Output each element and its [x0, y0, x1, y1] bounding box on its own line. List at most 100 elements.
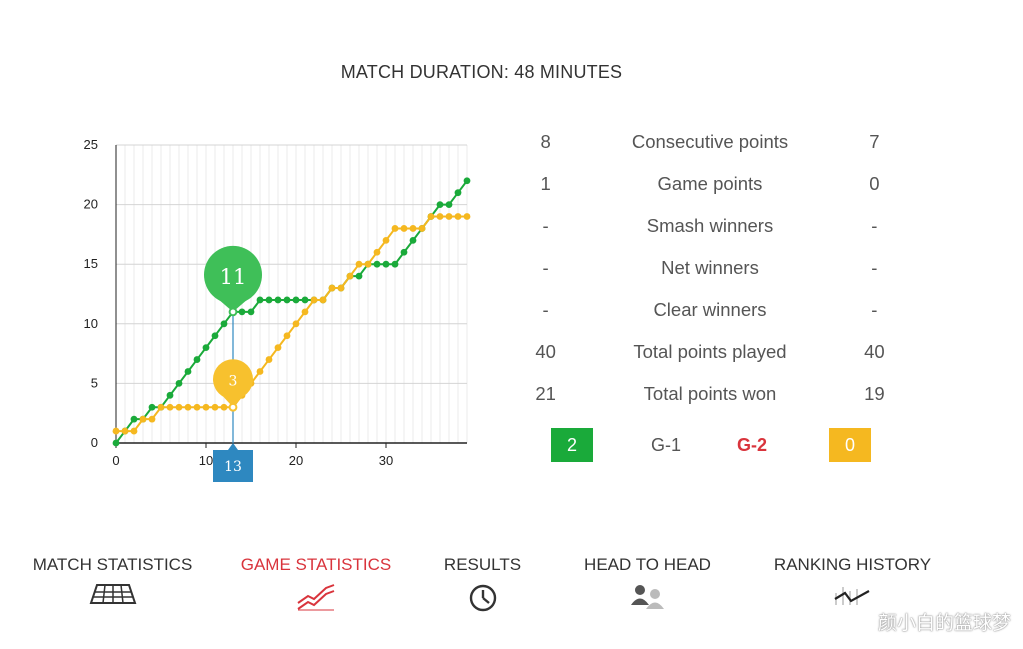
- stat-right-value: -: [871, 299, 878, 320]
- data-point: [436, 201, 444, 208]
- data-point: [184, 368, 192, 375]
- data-point: [355, 272, 363, 280]
- stat-row-game-points: 1 Game points 0: [505, 163, 915, 205]
- data-point: [373, 260, 381, 268]
- data-point: [112, 427, 120, 435]
- tab-label: RESULTS: [443, 555, 522, 574]
- stat-row-consecutive-points: 8 Consecutive points 7: [505, 121, 915, 163]
- data-point: [292, 320, 300, 328]
- game-2-tab[interactable]: G-2: [737, 434, 768, 455]
- data-point: [130, 415, 138, 423]
- x-highlight-label: 13: [224, 459, 242, 475]
- x-tick-label: 10: [199, 453, 213, 468]
- tab-label: GAME STATISTICS: [240, 555, 392, 574]
- data-point: [391, 225, 399, 232]
- data-point: [265, 356, 273, 363]
- data-point: [382, 260, 390, 268]
- series-line: [115, 180, 468, 444]
- data-point: [283, 332, 291, 340]
- stat-label: Game points: [657, 173, 763, 194]
- data-point: [310, 296, 318, 304]
- data-point: [265, 296, 273, 304]
- x-highlight-box: [213, 450, 253, 482]
- yellow-value-pin-label: 3: [229, 374, 238, 390]
- bottom-tab-bar: MATCH STATISTICS GAME STATISTICS RESULTS…: [0, 555, 1023, 649]
- y-tick-label: 25: [84, 137, 98, 152]
- data-point: [382, 236, 390, 244]
- data-point: [193, 356, 201, 363]
- x-tick-label: 30: [379, 453, 393, 468]
- data-point: [112, 439, 120, 447]
- game-selector: 2 G-1 G-2 0: [551, 428, 871, 462]
- data-point: [292, 296, 300, 304]
- data-point: [301, 308, 309, 316]
- tab-game-statistics[interactable]: GAME STATISTICS: [235, 555, 397, 611]
- stat-label: Consecutive points: [631, 131, 789, 152]
- data-point: [166, 403, 174, 411]
- tab-label: HEAD TO HEAD: [584, 555, 711, 574]
- tab-ranking-history[interactable]: RANKING HISTORY: [765, 555, 940, 609]
- watermark-text: 颜小白的篮球梦: [877, 612, 1011, 634]
- data-point: [400, 248, 408, 256]
- stat-left-value: -: [542, 257, 549, 278]
- y-tick-label: 10: [84, 316, 98, 331]
- stat-right-value: 40: [864, 341, 885, 362]
- data-point: [175, 403, 183, 411]
- stat-label: Smash winners: [646, 215, 774, 236]
- tab-match-statistics[interactable]: MATCH STATISTICS: [30, 555, 195, 605]
- series-line: [116, 215, 467, 433]
- y-tick-label: 15: [84, 256, 98, 271]
- x-tick-label: 20: [289, 453, 303, 468]
- stat-row-total-points-played: 40 Total points played 40: [505, 331, 915, 373]
- stat-left-value: 21: [535, 383, 556, 404]
- stat-row-net-winners: - Net winners -: [505, 247, 915, 289]
- match-duration-title: MATCH DURATION: 48 MINUTES: [340, 62, 623, 82]
- game-1-tab[interactable]: G-1: [651, 434, 682, 455]
- data-point: [175, 380, 183, 387]
- data-point: [148, 403, 156, 411]
- stat-label: Total points played: [633, 341, 787, 362]
- stat-row-clear-winners: - Clear winners -: [505, 289, 915, 331]
- green-value-pin-bubble: [204, 245, 262, 304]
- data-point: [445, 213, 453, 220]
- stat-left-value: -: [542, 215, 549, 236]
- data-point: [238, 308, 246, 316]
- tab-label: RANKING HISTORY: [773, 555, 932, 574]
- data-point: [418, 225, 426, 232]
- yellow-value-pin-point: [228, 402, 238, 412]
- stat-left-value: -: [542, 299, 549, 320]
- data-point: [256, 296, 264, 304]
- data-point: [274, 344, 282, 352]
- stat-label: Total points won: [643, 383, 777, 404]
- data-point: [283, 296, 291, 304]
- data-point: [328, 284, 336, 292]
- stat-right-value: 19: [864, 383, 885, 404]
- data-point: [400, 225, 408, 232]
- data-point: [220, 320, 228, 328]
- ranking-icon: [833, 587, 870, 605]
- tab-results[interactable]: RESULTS: [430, 555, 535, 613]
- right-games-won-badge: 0: [829, 428, 871, 462]
- data-point: [211, 332, 219, 340]
- y-tick-label: 0: [91, 435, 98, 450]
- data-point: [274, 296, 282, 304]
- y-tick-label: 5: [91, 375, 98, 390]
- data-point: [202, 344, 210, 352]
- yellow-value-pin-bubble: [213, 359, 253, 400]
- data-point: [130, 427, 138, 435]
- data-point: [301, 296, 309, 304]
- data-point: [184, 403, 192, 411]
- data-point: [409, 236, 417, 244]
- left-games-won-badge: 2: [551, 428, 593, 462]
- game-progress-chart: 0 5 10 15 20 25 0 10 20 30 11 3 13: [84, 137, 471, 482]
- data-point: [193, 403, 201, 411]
- stat-right-value: 0: [869, 173, 880, 194]
- green-value-pin-label: 11: [220, 265, 247, 289]
- data-point: [391, 260, 399, 268]
- data-point: [346, 272, 354, 280]
- x-tick-label: 0: [112, 453, 119, 468]
- tab-head-to-head[interactable]: HEAD TO HEAD: [575, 555, 720, 609]
- stat-row-smash-winners: - Smash winners -: [505, 205, 915, 247]
- data-point: [220, 403, 228, 411]
- data-point: [202, 403, 210, 411]
